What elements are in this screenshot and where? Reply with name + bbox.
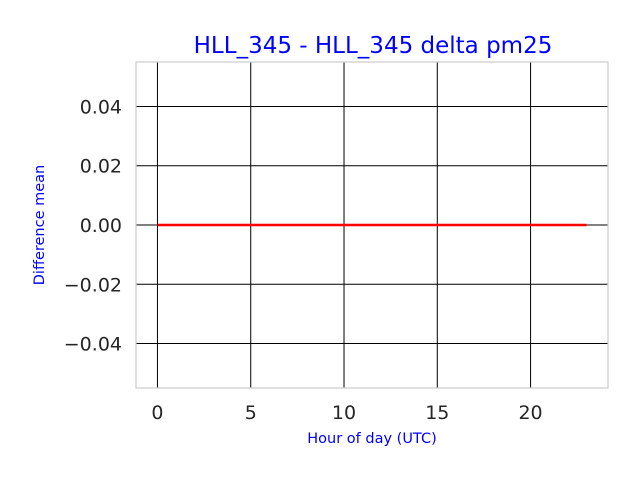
y-axis-label: Difference mean — [32, 165, 48, 285]
y-tick-labels: 0.04 0.02 0.00 −0.02 −0.04 — [64, 96, 122, 355]
plot-frame — [135, 61, 609, 389]
chart-title: HLL_345 - HLL_345 delta pm25 — [194, 33, 553, 59]
x-tick-label: 0 — [151, 402, 163, 424]
x-tick-labels: 0 5 10 15 20 — [151, 402, 542, 424]
x-tick-label: 10 — [332, 402, 356, 424]
y-tick-label: −0.02 — [64, 274, 122, 296]
x-axis-label: Hour of day (UTC) — [307, 431, 436, 447]
y-tick-label: −0.04 — [64, 334, 122, 356]
x-tick-label: 5 — [245, 402, 257, 424]
x-tick-label: 20 — [518, 402, 542, 424]
y-tick-label: 0.04 — [80, 96, 122, 118]
y-tick-label: 0.02 — [80, 156, 122, 178]
x-tick-label: 15 — [425, 402, 449, 424]
y-tick-label: 0.00 — [80, 215, 122, 237]
